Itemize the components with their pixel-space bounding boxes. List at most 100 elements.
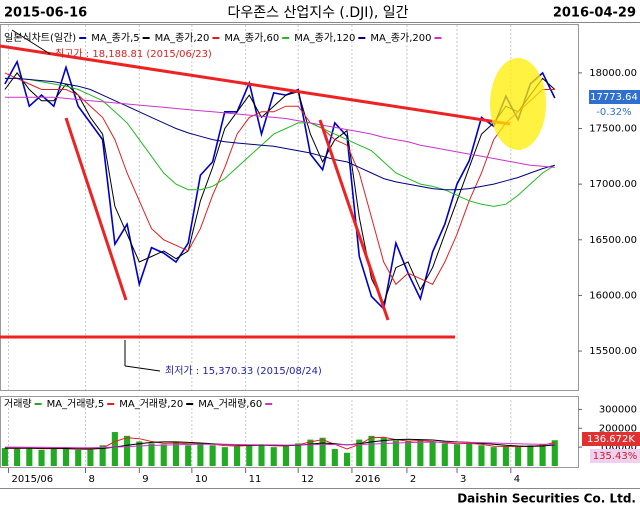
- volume-bar: [405, 441, 412, 466]
- x-tick-label: 2016: [355, 474, 380, 485]
- volume-bar: [172, 441, 180, 466]
- y-tick-label: 100000: [599, 442, 637, 453]
- volume-bar: [136, 441, 143, 466]
- low-annotation: 최저가 : 15,370.33 (2015/08/24): [165, 365, 322, 377]
- volume-bar: [99, 445, 106, 466]
- x-tick-label: 4: [514, 474, 520, 485]
- trend-line: [0, 44, 511, 126]
- last-price-box: [589, 90, 640, 104]
- volume-bar: [356, 439, 363, 466]
- legend-label: MA_종가,20: [155, 32, 210, 44]
- volume-bar: [551, 440, 558, 466]
- volume-bar: [246, 445, 253, 466]
- footer: Daishin Securities Co. Ltd.: [457, 492, 636, 506]
- x-tick-label: 11: [249, 474, 262, 485]
- volume-bar: [124, 435, 131, 466]
- price-panel-frame: [0, 24, 579, 391]
- legend-label: 일본식차트(일간): [4, 32, 76, 44]
- volume-bar: [466, 442, 473, 466]
- volume-ratio: 135.43%: [593, 451, 638, 462]
- low-arrow: [124, 365, 161, 372]
- volume-bar: [160, 444, 167, 466]
- x-tick-label: 8: [89, 474, 95, 485]
- legend-label: MA_종가,60: [224, 32, 279, 44]
- legend-label: MA_종가,120: [294, 32, 355, 44]
- volume-bar: [50, 448, 57, 466]
- volume-bar: [209, 445, 216, 466]
- legend-label: MA_종가,200: [370, 32, 431, 44]
- volume-bar: [453, 444, 461, 466]
- volume-bar: [527, 445, 534, 466]
- x-tick-label: 9: [142, 474, 148, 485]
- x-tick-label: 2015/06: [12, 474, 54, 485]
- volume-bar: [295, 443, 302, 466]
- trend-line: [318, 119, 390, 321]
- volume-bar: [14, 449, 21, 466]
- last-volume-box: [582, 432, 640, 446]
- ma-line: [4, 72, 556, 305]
- volume-bar: [417, 439, 424, 466]
- x-tick-label: 3: [460, 474, 466, 485]
- volume-bar: [1, 448, 8, 466]
- volume-bar: [441, 443, 448, 466]
- y-tick-label: 16000.00: [589, 290, 637, 301]
- volume-bar: [197, 443, 204, 466]
- x-tick-label: 12: [301, 474, 314, 485]
- volume-bar: [490, 447, 497, 466]
- legend-label: 거래량: [4, 398, 32, 410]
- last-change: -0.32%: [596, 107, 631, 118]
- legend-label: MA_거래량,20: [119, 398, 183, 410]
- y-tick-label: 15500.00: [589, 346, 637, 357]
- volume-bar: [478, 445, 485, 466]
- volume-bar: [539, 444, 546, 466]
- volume-bar: [75, 449, 82, 466]
- volume-bar: [221, 447, 228, 466]
- volume-bar: [26, 447, 33, 466]
- last-volume: 136.672K: [587, 434, 635, 445]
- volume-ratio-box: [590, 449, 640, 463]
- volume-bar: [307, 439, 314, 466]
- ma-line: [4, 72, 555, 286]
- y-tick-label: 200000: [599, 423, 637, 434]
- x-tick-label: 10: [195, 474, 208, 485]
- trend-line: [64, 117, 128, 301]
- volume-bar: [38, 449, 45, 466]
- volume-bar: [111, 432, 118, 466]
- volume-bar: [368, 435, 375, 466]
- chart-title: 다우존스 산업지수 (.DJI), 일간: [227, 5, 408, 21]
- volume-bar: [380, 437, 387, 466]
- ma-line: [4, 77, 555, 191]
- volume-bar: [270, 447, 277, 466]
- volume-bar: [515, 447, 522, 466]
- last-price: 17773.64: [590, 92, 638, 103]
- ma-line: [4, 96, 555, 168]
- y-tick-label: 18000.00: [589, 68, 637, 79]
- volume-bar: [392, 440, 399, 466]
- volume-bar: [258, 444, 265, 466]
- volume-bar: [148, 443, 155, 466]
- x-tick-label: 2: [410, 474, 416, 485]
- volume-bar: [343, 452, 351, 466]
- y-tick-label: 300000: [599, 404, 637, 415]
- volume-bar: [62, 449, 70, 466]
- volume-bar: [502, 446, 509, 466]
- volume-panel-frame: [0, 396, 579, 468]
- legend-label: MA_종가,5: [91, 32, 139, 44]
- end-date: 2016-04-29: [553, 6, 636, 21]
- volume-bar: [429, 442, 436, 466]
- ma-line: [4, 77, 556, 207]
- y-tick-label: 17000.00: [589, 179, 637, 190]
- volume-bar: [87, 449, 94, 466]
- high-arrow: [11, 29, 51, 55]
- high-annotation: 최고가 : 18,188.81 (2015/06/23): [55, 48, 212, 60]
- volume-bar: [319, 437, 326, 466]
- volume-bar: [331, 449, 338, 466]
- legend-label: MA_거래량,60: [198, 398, 262, 410]
- y-tick-label: 16500.00: [589, 235, 637, 246]
- ma-line: [4, 441, 555, 449]
- volume-bar: [234, 446, 241, 466]
- y-tick-label: 17500.00: [589, 123, 637, 134]
- price-line: [4, 59, 556, 311]
- volume-bar: [185, 445, 192, 466]
